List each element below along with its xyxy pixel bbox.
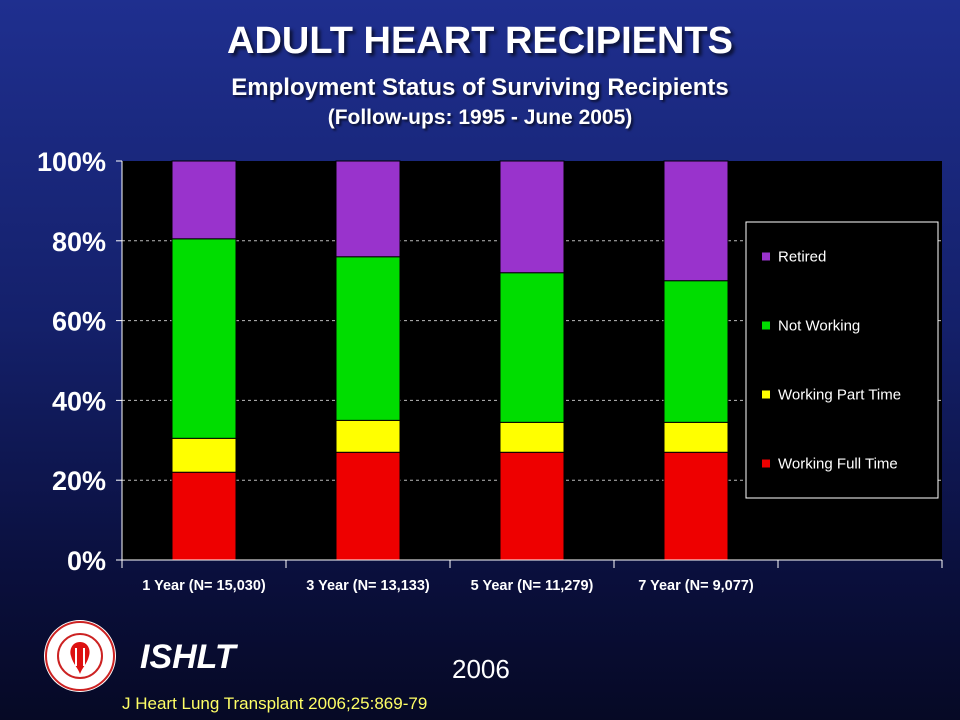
bar-segment-not-working [499, 272, 565, 423]
bar-segment-working-part-time [499, 421, 565, 453]
legend-label: Working Part Time [778, 387, 901, 404]
legend-swatch [762, 459, 770, 468]
y-tick-label: 20% [52, 466, 106, 496]
legend-label: Working Full Time [778, 456, 898, 473]
bar-segment-working-full-time [663, 451, 729, 561]
bar-segment-not-working [335, 256, 401, 421]
bar-segment-retired [663, 160, 729, 282]
bar-segment-working-full-time [499, 451, 565, 561]
x-tick-label: 5 Year (N= 11,279) [471, 578, 594, 594]
y-tick-label: 100% [37, 147, 106, 177]
chart-title: ADULT HEART RECIPIENTS [227, 20, 733, 62]
legend-swatch [762, 321, 770, 330]
bar-segment-working-part-time [335, 419, 401, 453]
bar-segment-working-part-time [663, 421, 729, 453]
chart-date-range: (Follow-ups: 1995 - June 2005) [327, 106, 633, 129]
x-tick-label: 7 Year (N= 9,077) [638, 578, 754, 594]
legend-swatch [762, 252, 770, 261]
legend-box [745, 221, 939, 499]
y-tick-label: 40% [52, 386, 106, 416]
legend-swatch [762, 390, 770, 399]
org-name: ISHLT [140, 638, 236, 676]
publication-year: 2006 [452, 654, 510, 684]
y-tick-label: 80% [52, 227, 106, 257]
bar-segment-not-working [171, 238, 237, 439]
bar-segment-working-full-time [171, 471, 237, 561]
legend-label: Not Working [778, 318, 860, 335]
bar-segment-working-full-time [335, 451, 401, 561]
citation: J Heart Lung Transplant 2006;25:869-79 [122, 694, 428, 713]
chart-subtitle: Employment Status of Surviving Recipient… [231, 74, 729, 101]
bar-segment-not-working [663, 280, 729, 423]
bar-segment-retired [499, 160, 565, 274]
y-tick-label: 60% [52, 307, 106, 337]
bar-segment-retired [171, 160, 237, 240]
x-tick-label: 3 Year (N= 13,133) [306, 578, 430, 594]
bar-segment-working-part-time [171, 437, 237, 473]
bar-segment-retired [335, 160, 401, 258]
x-tick-label: 1 Year (N= 15,030) [142, 578, 266, 594]
y-tick-label: 0% [67, 546, 106, 576]
ishlt-logo [44, 620, 116, 692]
legend-label: Retired [778, 249, 826, 266]
